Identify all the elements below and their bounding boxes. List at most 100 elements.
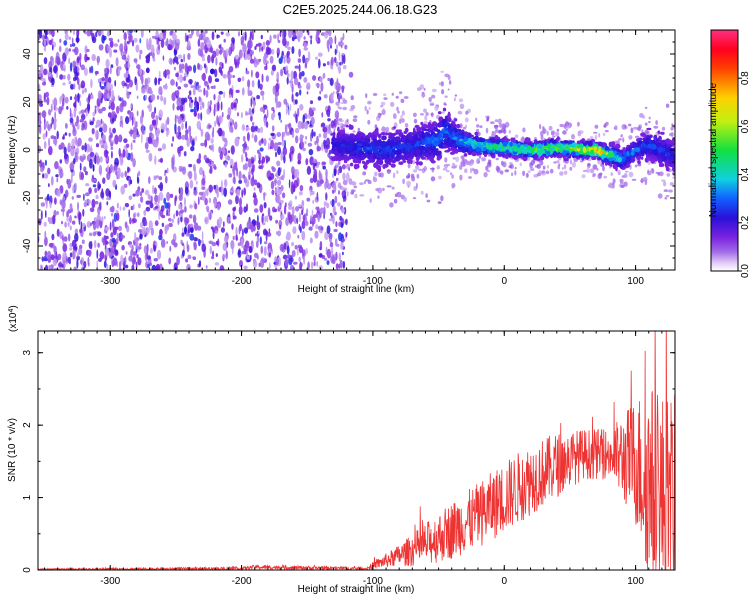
noise-blob	[154, 205, 159, 209]
signal-halo-blob	[624, 124, 627, 128]
noise-blob	[46, 193, 50, 201]
noise-blob	[242, 43, 247, 53]
noise-blob	[253, 179, 258, 186]
noise-blob	[320, 122, 326, 128]
noise-blob	[169, 38, 172, 44]
noise-blob	[258, 152, 262, 160]
signal-halo-blob	[459, 123, 463, 129]
noise-blob	[137, 257, 142, 266]
signal-blob	[385, 132, 388, 136]
noise-blob	[308, 107, 313, 116]
signal-halo-blob	[367, 100, 372, 105]
noise-blob	[38, 85, 41, 91]
noise-blob	[250, 223, 254, 233]
signal-halo-blob	[603, 124, 606, 128]
noise-blob	[134, 76, 137, 86]
signal-halo-blob	[420, 113, 424, 116]
noise-blob	[135, 261, 138, 270]
noise-blob	[292, 205, 295, 216]
signal-halo-blob	[443, 102, 447, 106]
signal-halo-blob	[534, 136, 537, 140]
signal-halo-blob	[359, 194, 365, 197]
noise-blob	[163, 97, 167, 105]
noise-blob	[74, 182, 77, 192]
noise-blob	[329, 200, 332, 205]
noise-blob	[269, 215, 273, 221]
noise-blob	[48, 137, 51, 148]
noise-blob	[79, 244, 83, 249]
noise-blob	[289, 103, 292, 112]
noise-blob	[210, 68, 215, 75]
noise-blob	[115, 226, 119, 230]
noise-blob	[97, 231, 102, 237]
noise-blob	[43, 122, 47, 131]
noise-blob	[71, 138, 75, 148]
noise-blob	[273, 208, 278, 213]
noise-blob	[197, 225, 202, 231]
noise-blob	[286, 52, 289, 59]
noise-blob	[229, 125, 234, 133]
noise-blob	[92, 111, 96, 117]
noise-blob	[67, 142, 71, 150]
signal-halo-blob	[457, 110, 463, 115]
noise-blob	[293, 70, 297, 80]
noise-blob	[189, 204, 193, 209]
signal-blob	[395, 145, 400, 150]
noise-blob	[244, 248, 247, 255]
noise-blob	[150, 227, 154, 236]
noise-blob	[100, 85, 105, 90]
noise-blob	[237, 60, 239, 69]
noise-blob	[111, 117, 115, 123]
signal-halo-blob	[577, 130, 582, 137]
noise-blob	[125, 251, 128, 255]
signal-halo-blob	[645, 130, 650, 135]
noise-blob	[279, 224, 282, 230]
noise-blob	[114, 134, 119, 145]
noise-blob	[157, 184, 162, 189]
noise-blob	[122, 148, 126, 158]
signal-blob	[393, 126, 396, 129]
noise-blob	[149, 200, 153, 205]
noise-blob	[41, 110, 47, 119]
noise-blob	[64, 47, 69, 56]
noise-blob	[333, 228, 338, 233]
noise-blob	[97, 90, 102, 100]
noise-blob	[99, 251, 105, 260]
signal-halo-blob	[577, 121, 580, 127]
noise-blob	[163, 84, 168, 90]
signal-blob	[381, 135, 387, 141]
signal-halo-blob	[530, 160, 535, 166]
noise-blob	[84, 87, 87, 93]
noise-blob	[136, 95, 139, 99]
signal-blob	[407, 132, 414, 136]
noise-blob	[244, 162, 248, 170]
noise-blob	[71, 37, 74, 45]
noise-blob	[322, 63, 326, 67]
noise-blob	[101, 77, 105, 82]
noise-blob	[310, 116, 315, 126]
noise-blob	[322, 73, 325, 80]
noise-blob	[342, 65, 347, 70]
noise-blob	[124, 256, 127, 265]
noise-blob	[228, 150, 230, 154]
noise-blob	[48, 217, 53, 225]
noise-blob	[145, 149, 150, 153]
noise-blob	[299, 89, 302, 96]
noise-blob	[316, 260, 319, 267]
noise-blob	[326, 225, 331, 235]
signal-halo-blob	[672, 170, 675, 177]
noise-blob	[281, 140, 285, 147]
noise-blob	[85, 109, 88, 117]
noise-blob	[110, 83, 113, 90]
noise-blob	[222, 74, 227, 79]
noise-blob	[237, 77, 242, 83]
signal-halo-blob	[350, 95, 354, 101]
signal-blob	[484, 153, 487, 158]
noise-blob	[133, 37, 138, 43]
noise-blob	[176, 115, 179, 119]
noise-blob	[89, 232, 93, 237]
noise-blob	[330, 254, 335, 264]
noise-blob	[203, 154, 207, 161]
noise-blob	[208, 197, 212, 204]
signal-blob	[476, 152, 480, 156]
